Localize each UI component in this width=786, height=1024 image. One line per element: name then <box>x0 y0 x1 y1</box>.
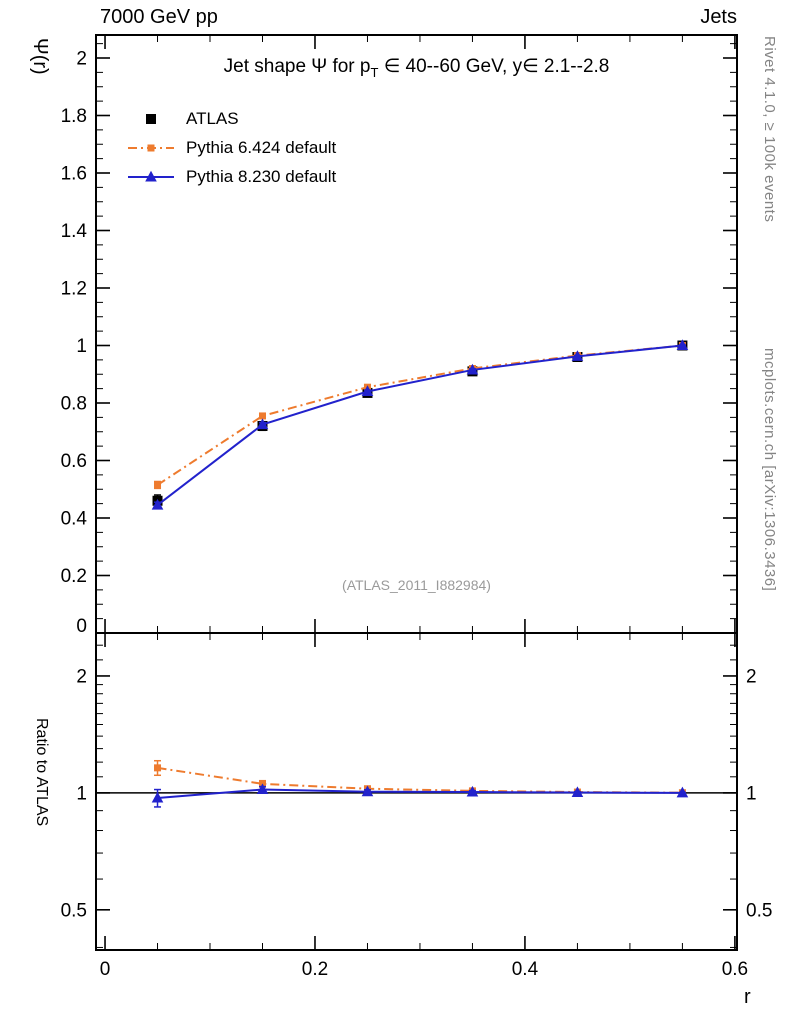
legend-label: ATLAS <box>186 108 239 128</box>
square-marker-icon <box>128 144 174 151</box>
svg-text:1: 1 <box>746 783 757 804</box>
svg-text:1.8: 1.8 <box>61 106 87 127</box>
analysis-id-watermark: (ATLAS_2011_I882984) <box>342 577 491 593</box>
svg-text:0.4: 0.4 <box>512 959 539 980</box>
series-pythia-8-230-default-ratio <box>151 783 689 808</box>
x-axis-label: r <box>744 986 751 1008</box>
svg-text:0.5: 0.5 <box>61 900 87 921</box>
chart-title: Jet shape Ψ for pT ∈ 40--60 GeV, y∈ 2.1-… <box>96 55 737 80</box>
svg-text:0.4: 0.4 <box>61 509 88 530</box>
rivet-version-note: Rivet 4.1.0, ≥ 100k events <box>761 36 778 223</box>
svg-text:0.8: 0.8 <box>61 394 87 415</box>
chart-title-sub: T <box>370 64 379 80</box>
beam-label: 7000 GeV pp <box>100 6 218 28</box>
series-pythia-6-424-default-main <box>154 342 686 490</box>
legend-item-pythia-8-230-default: Pythia 8.230 default <box>128 162 336 191</box>
analysis-group-label: Jets <box>700 6 737 28</box>
svg-text:1.6: 1.6 <box>61 164 87 185</box>
legend-label: Pythia 8.230 default <box>186 166 337 186</box>
svg-text:0.6: 0.6 <box>722 959 748 980</box>
svg-text:1.2: 1.2 <box>61 279 87 300</box>
svg-text:1: 1 <box>76 336 87 357</box>
chart-title-pre: Jet shape Ψ for p <box>223 56 371 77</box>
svg-text:0: 0 <box>76 616 87 637</box>
svg-text:2: 2 <box>746 666 757 687</box>
legend-item-atlas: ATLAS <box>128 104 336 133</box>
y-axis-label-main: Ψ(r) <box>29 38 51 75</box>
legend-label: Pythia 6.424 default <box>186 137 337 157</box>
y-axis-label-ratio: Ratio to ATLAS <box>33 718 50 827</box>
svg-text:0: 0 <box>100 959 111 980</box>
svg-text:0.6: 0.6 <box>61 451 87 472</box>
mcplots-reference-note: mcplots.cern.ch [arXiv:1306.3436] <box>761 348 778 592</box>
series-atlas-main <box>152 340 688 508</box>
axes: 0 0.2 0.4 0.6 0 0.2 0.4 0.6 0.8 1 1.2 1.4 1.6 1.8 2 0.5… <box>61 34 772 980</box>
svg-text:1.4: 1.4 <box>61 221 88 242</box>
legend: ATLAS Pythia 6.424 default Pythia 8.230 de… <box>128 104 336 191</box>
svg-text:1: 1 <box>76 783 87 804</box>
series-pythia-8-230-default-main <box>151 339 689 510</box>
square-marker-icon <box>146 113 156 124</box>
triangle-marker-icon <box>128 170 174 181</box>
svg-text:0.2: 0.2 <box>302 959 328 980</box>
legend-item-pythia-6-424-default: Pythia 6.424 default <box>128 133 336 162</box>
svg-text:0.2: 0.2 <box>61 566 87 587</box>
svg-text:2: 2 <box>76 666 87 687</box>
svg-text:0.5: 0.5 <box>746 900 772 921</box>
chart-title-post: ∈ 40--60 GeV, y∈ 2.1--2.8 <box>378 56 610 77</box>
svg-text:2: 2 <box>76 49 87 70</box>
